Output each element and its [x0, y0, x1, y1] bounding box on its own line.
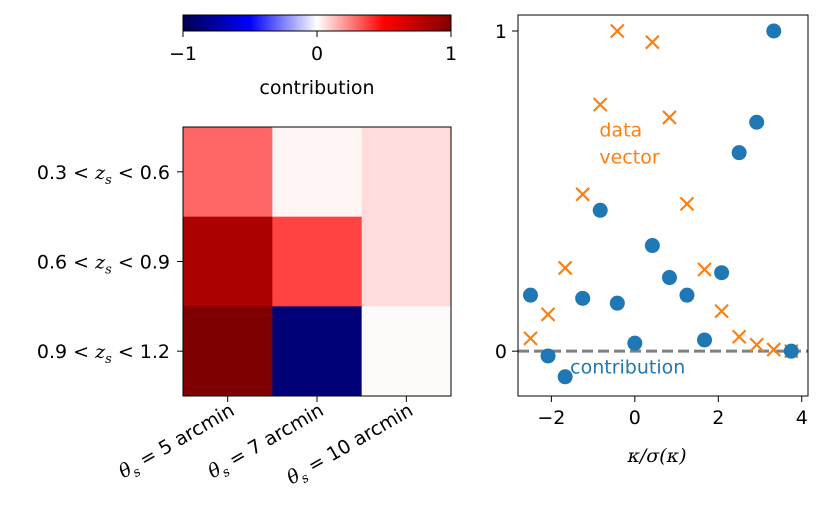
- heatmap-cell: [183, 127, 273, 218]
- contribution-point: [714, 265, 730, 281]
- contribution-point: [609, 295, 625, 311]
- data-vector-point: [766, 342, 782, 357]
- data-vector-series: [523, 23, 799, 359]
- contribution-point: [627, 335, 643, 351]
- data-vector-point: [697, 262, 712, 277]
- x-tick-label: 4: [796, 407, 808, 429]
- data-vector-point: [557, 260, 573, 276]
- data-vector-point: [679, 196, 695, 212]
- heatmap-cells: [183, 127, 452, 397]
- contribution-point: [766, 23, 782, 39]
- heatmap-row-labels: 0.3 < zs < 0.6 0.6 < zs < 0.9 0.9 < zs < 1…: [37, 162, 183, 367]
- contribution-point: [523, 287, 539, 303]
- x-axis-label-text: κ/σ(κ): [626, 445, 686, 467]
- heatmap-cell: [361, 127, 452, 218]
- data-vector-point: [575, 187, 590, 202]
- scatter-plot: −2 0 2 4 0 1 data vector contribution κ/σ(κ): [495, 14, 809, 467]
- y-tick-label: 0: [495, 341, 507, 363]
- data-vector-point: [731, 329, 747, 345]
- contribution-label: contribution: [570, 357, 685, 379]
- colorbar-ticks: −1 0 1: [169, 31, 457, 65]
- contribution-series: [523, 23, 799, 385]
- contribution-point: [731, 145, 747, 161]
- contribution-point: [783, 343, 799, 359]
- contribution-point: [540, 348, 556, 364]
- data-vector-label: data vector: [599, 120, 659, 169]
- data-vector-point: [645, 34, 660, 50]
- x-axis-label: κ/σ(κ): [626, 445, 686, 467]
- contribution-point: [697, 332, 713, 348]
- data-vector-point: [714, 303, 729, 319]
- colorbar-tick-label: 1: [445, 43, 457, 65]
- contribution-point: [592, 202, 608, 218]
- contribution-point: [644, 238, 660, 254]
- heatmap-cell: [272, 216, 363, 307]
- row-tick-label: 0.6 < zs < 0.9: [37, 252, 170, 278]
- data-vector-point: [662, 110, 677, 125]
- x-tick-label: 2: [712, 407, 724, 429]
- heatmap-cell: [361, 216, 452, 307]
- scatter-ticks: −2 0 2 4 0 1: [495, 21, 808, 429]
- scatter-frame: [517, 14, 809, 397]
- row-tick-label: 0.9 < zs < 1.2: [37, 341, 170, 367]
- colorbar-gradient: [182, 14, 452, 32]
- heatmap-cell: [272, 127, 363, 218]
- colorbar-tick-label: −1: [169, 43, 197, 65]
- heatmap-cell: [361, 306, 452, 397]
- contribution-point: [557, 369, 573, 385]
- colorbar-label: contribution: [259, 77, 374, 99]
- data-vector-point: [540, 307, 556, 322]
- heatmap-cell: [183, 216, 273, 307]
- heatmap-cell: [272, 306, 363, 397]
- contribution-point: [575, 290, 591, 306]
- colorbar: −1 0 1 contribution: [169, 14, 457, 99]
- contribution-point: [749, 114, 765, 130]
- series-labels: data vector contribution: [570, 120, 685, 379]
- x-tick-label: −2: [537, 407, 565, 429]
- data-vector-point: [523, 331, 538, 346]
- data-vector-point: [610, 23, 625, 39]
- y-tick-label: 1: [495, 21, 507, 43]
- contribution-point: [679, 287, 695, 303]
- contribution-point: [661, 270, 677, 286]
- data-vector-point: [592, 97, 608, 112]
- colorbar-tick-label: 0: [311, 43, 323, 65]
- row-tick-label: 0.3 < zs < 0.6: [37, 162, 170, 188]
- x-tick-label: 0: [629, 407, 641, 429]
- data-vector-point: [749, 337, 764, 353]
- heatmap: 0.3 < zs < 0.6 0.6 < zs < 0.9 0.9 < zs < 1…: [37, 126, 452, 489]
- heatmap-cell: [183, 306, 273, 397]
